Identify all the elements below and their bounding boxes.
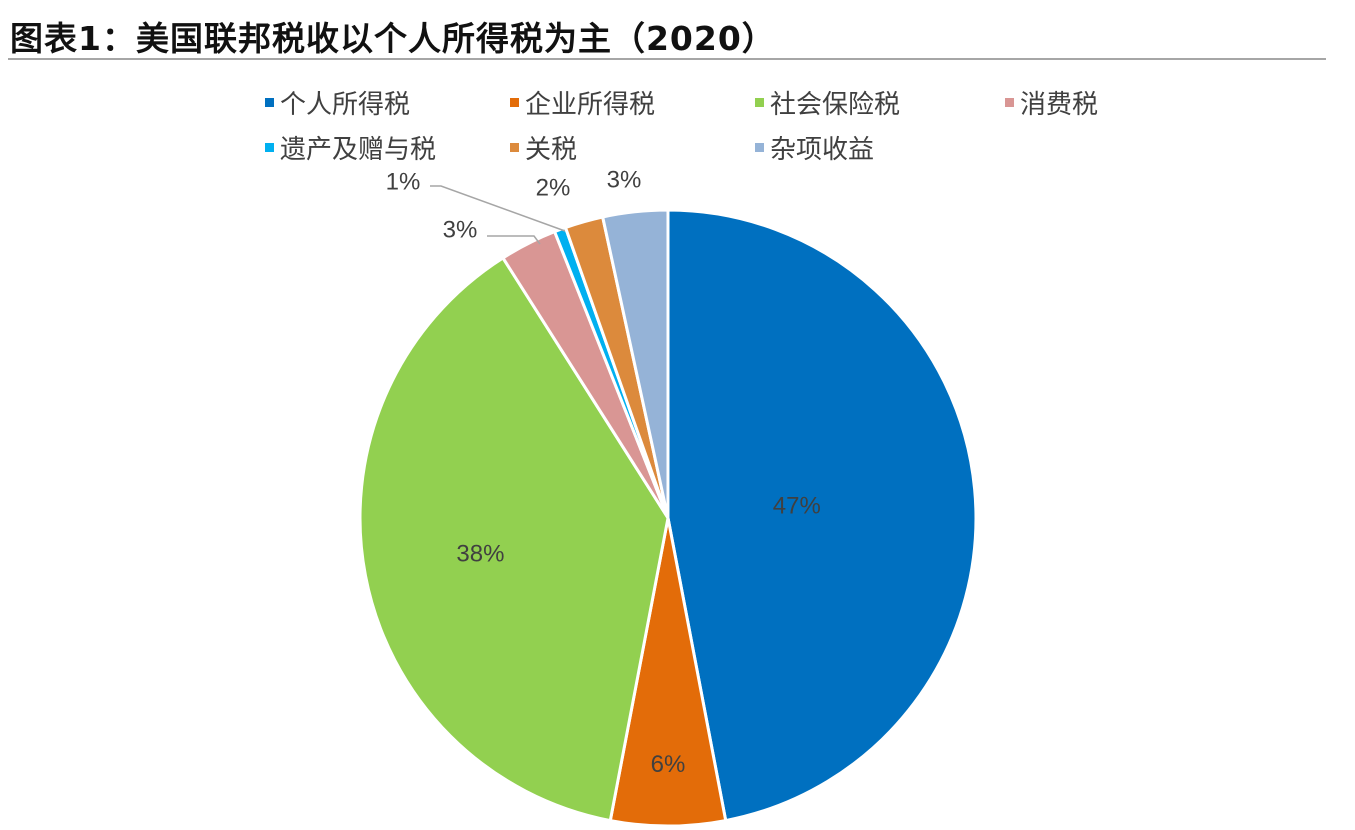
slice-data-label: 2% xyxy=(536,175,571,202)
legend-swatch xyxy=(1005,98,1014,107)
legend-label: 个人所得税 xyxy=(280,90,411,120)
legend-swatch xyxy=(265,143,274,152)
legend-item-social-insurance-tax: 社会保险税 xyxy=(755,84,1005,121)
slice-data-label: 1% xyxy=(386,169,421,196)
slice-data-label: 3% xyxy=(443,217,478,244)
pie-slice xyxy=(601,208,670,520)
legend-label: 杂项收益 xyxy=(770,135,875,165)
slice-data-label: 47% xyxy=(773,492,821,519)
legend-item-corporate-income-tax: 企业所得税 xyxy=(510,84,755,121)
pie-slice xyxy=(666,208,978,823)
slice-data-label: 3% xyxy=(607,167,642,194)
legend-label: 企业所得税 xyxy=(525,90,656,120)
legend-swatch xyxy=(755,143,764,152)
legend-label: 社会保险税 xyxy=(770,90,901,120)
chart-legend: 个人所得税 企业所得税 社会保险税 消费税 遗产及赠与税 关税 杂项收益 xyxy=(265,80,1165,170)
leader-line xyxy=(487,235,541,245)
leader-line xyxy=(430,185,566,232)
legend-label: 消费税 xyxy=(1020,90,1099,120)
legend-item-excise-tax: 消费税 xyxy=(1005,84,1155,121)
page-title: 图表1：美国联邦税收以个人所得税为主（2020） xyxy=(10,19,776,58)
legend-swatch xyxy=(510,98,519,107)
legend-swatch xyxy=(265,98,274,107)
slice-data-label: 6% xyxy=(651,751,686,778)
legend-row: 个人所得税 企业所得税 社会保险税 消费税 xyxy=(265,80,1165,125)
legend-swatch xyxy=(755,98,764,107)
legend-item-estate-gift-tax: 遗产及赠与税 xyxy=(265,129,510,166)
legend-swatch xyxy=(510,143,519,152)
legend-item-misc-receipts: 杂项收益 xyxy=(755,129,1005,166)
title-divider xyxy=(8,58,1326,60)
slice-data-label: 38% xyxy=(456,540,504,567)
legend-label: 关税 xyxy=(525,135,578,165)
legend-item-individual-income-tax: 个人所得税 xyxy=(265,84,510,121)
legend-row: 遗产及赠与税 关税 杂项收益 xyxy=(265,125,1165,170)
legend-label: 遗产及赠与税 xyxy=(280,135,437,165)
legend-item-customs-duties: 关税 xyxy=(510,129,755,166)
